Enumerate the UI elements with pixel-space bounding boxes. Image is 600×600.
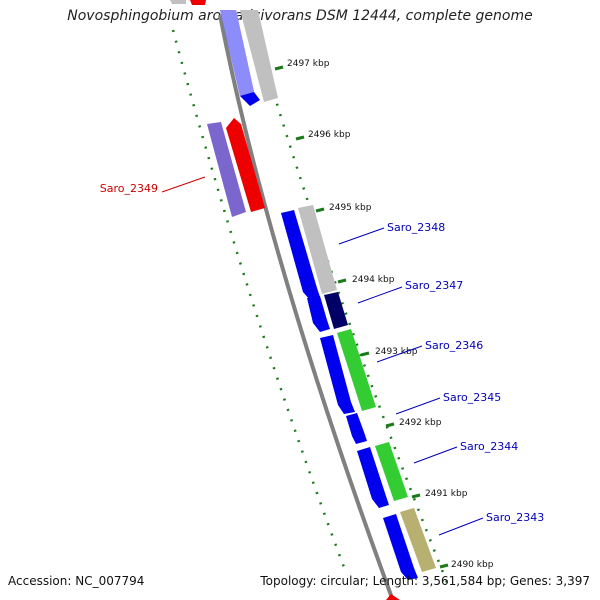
scale-labels: 2497 kbp 2496 kbp 2495 kbp 2494 kbp 2493… — [287, 59, 494, 570]
major-tick — [360, 351, 370, 357]
major-tick — [385, 422, 395, 428]
cds-forward — [383, 514, 418, 580]
inner-tick-ring — [171, 29, 347, 571]
callout-line — [438, 517, 484, 536]
major-tick — [274, 65, 284, 71]
major-tick — [411, 493, 421, 499]
callout-lines — [161, 176, 484, 536]
gene-label-saro-2348[interactable]: Saro_2348 — [387, 221, 445, 234]
callout-line — [338, 227, 385, 245]
callout-line — [413, 446, 458, 464]
gene-labels: Saro_2349 Saro_2348 Saro_2347 Saro_2346 … — [100, 182, 544, 524]
cds-partial-top-red — [190, 0, 206, 5]
genome-backbone — [218, 14, 394, 599]
scale-label: 2497 kbp — [287, 59, 330, 69]
major-tick — [439, 563, 449, 569]
cog-box — [337, 329, 376, 411]
gene-label-saro-2346[interactable]: Saro_2346 — [425, 339, 483, 352]
cog-box — [298, 205, 337, 294]
scale-label: 2496 kbp — [308, 130, 351, 140]
callout-line — [376, 345, 423, 363]
cds-forward — [357, 447, 389, 508]
topology-text: Topology: circular; Length: 3,561,584 bp… — [260, 574, 590, 588]
scale-label: 2490 kbp — [451, 560, 494, 570]
map-title: Novosphingobium aromaticivorans DSM 1244… — [67, 8, 533, 24]
outer-tick-ring — [253, 29, 452, 591]
major-tick — [337, 278, 347, 284]
cog-box — [240, 10, 278, 102]
scale-label: 2492 kbp — [399, 418, 442, 428]
gene-label-saro-2347[interactable]: Saro_2347 — [405, 279, 463, 292]
major-tick — [295, 135, 305, 141]
gene-label-saro-2345[interactable]: Saro_2345 — [443, 391, 501, 404]
scale-label: 2494 kbp — [352, 275, 395, 285]
callout-line — [161, 176, 206, 193]
cds-forward — [346, 413, 367, 444]
cog-box — [220, 10, 254, 96]
cog-box — [324, 292, 348, 329]
cog-box — [207, 122, 246, 217]
cds-reverse — [226, 118, 265, 212]
scale-label: 2491 kbp — [425, 489, 468, 499]
accession-text: Accession: NC_007794 — [8, 574, 145, 588]
cds-forward — [307, 296, 330, 332]
callout-line — [357, 286, 403, 304]
major-ticks — [274, 65, 449, 569]
cds-forward — [320, 335, 355, 414]
cog-box — [375, 442, 408, 501]
gene-label-saro-2344[interactable]: Saro_2344 — [460, 440, 518, 453]
scale-label: 2495 kbp — [329, 203, 372, 213]
gene-label-saro-2343[interactable]: Saro_2343 — [486, 511, 544, 524]
gene-label-saro-2349[interactable]: Saro_2349 — [100, 182, 158, 195]
callout-line — [395, 397, 441, 415]
cog-box — [400, 508, 436, 572]
major-tick — [315, 207, 325, 213]
cds-forward — [281, 210, 320, 300]
scale-label: 2493 kbp — [375, 347, 418, 357]
cds-partial-bottom-red — [386, 594, 400, 600]
cog-partial-top-grey — [170, 0, 186, 4]
